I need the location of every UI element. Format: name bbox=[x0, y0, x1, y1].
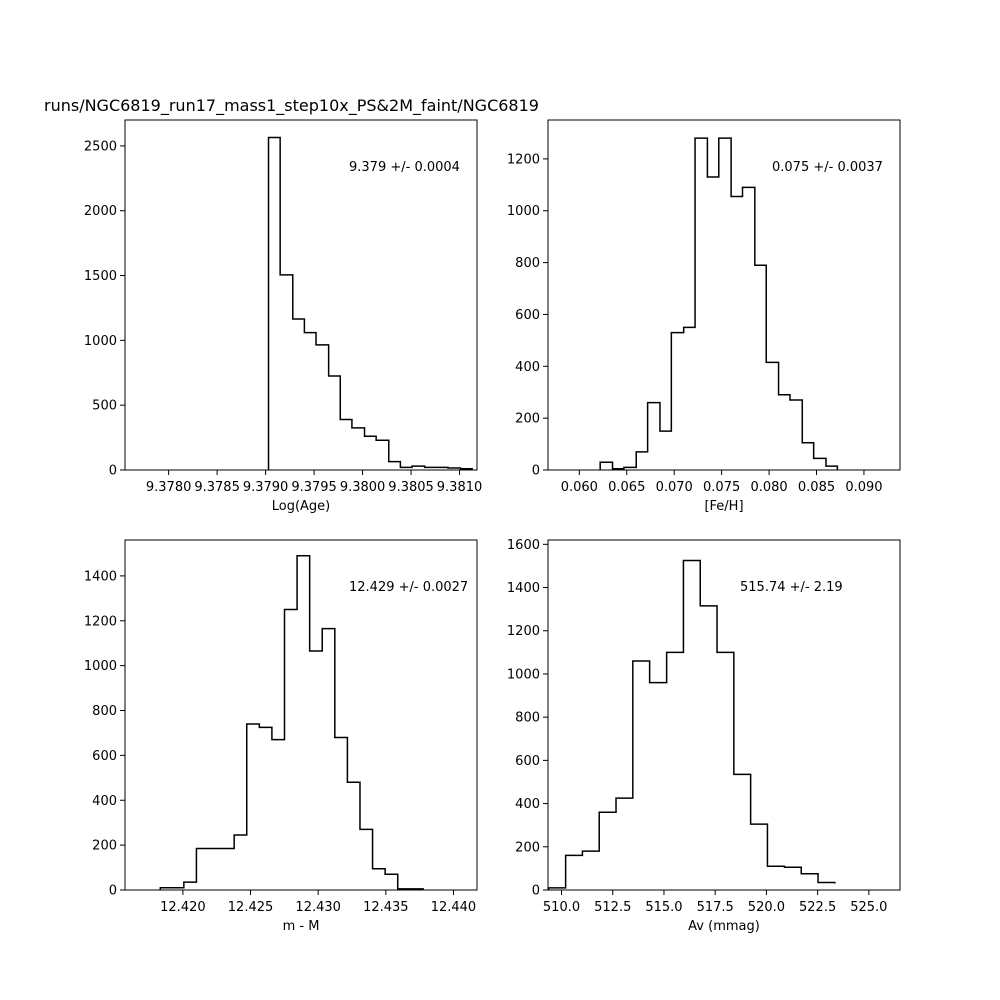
y-tick-label: 1500 bbox=[84, 269, 117, 284]
y-tick-label: 1000 bbox=[84, 659, 117, 674]
y-tick-label: 500 bbox=[92, 399, 117, 414]
y-tick-label: 600 bbox=[515, 754, 540, 769]
y-tick-label: 800 bbox=[92, 704, 117, 719]
y-tick-label: 1400 bbox=[507, 581, 540, 596]
x-tick-label: 9.3795 bbox=[291, 480, 337, 495]
y-tick-label: 800 bbox=[515, 711, 540, 726]
x-tick-label: 9.3790 bbox=[243, 480, 289, 495]
y-tick-label: 400 bbox=[515, 797, 540, 812]
y-tick-label: 1200 bbox=[507, 624, 540, 639]
x-axis-label: Log(Age) bbox=[272, 499, 331, 514]
y-tick-label: 0 bbox=[109, 884, 117, 899]
x-tick-label: 0.080 bbox=[750, 480, 787, 495]
panels: 9.3780 9.3785 9.3790 9.3795 9.3800 9.3805 9.38… bbox=[84, 119, 901, 934]
x-tick-label: 510.0 bbox=[543, 900, 580, 915]
x-axis-label: [Fe/H] bbox=[704, 499, 743, 514]
histogram-panel-1: 9.3780 9.3785 9.3790 9.3795 9.3800 9.3805 9.38… bbox=[84, 119, 483, 514]
y-tick-label: 400 bbox=[515, 360, 540, 375]
x-tick-label: 0.060 bbox=[561, 480, 598, 495]
y-tick-label: 2500 bbox=[84, 139, 117, 154]
x-tick-label: 12.440 bbox=[431, 900, 477, 915]
y-tick-label: 1000 bbox=[507, 667, 540, 682]
stat-annotation: 515.74 +/- 2.19 bbox=[740, 580, 843, 595]
x-tick-label: 9.3800 bbox=[340, 480, 386, 495]
x-tick-label: 0.065 bbox=[608, 480, 645, 495]
y-tick-label: 1400 bbox=[84, 569, 117, 584]
x-axis-label: m - M bbox=[283, 919, 320, 934]
x-tick-label: 12.425 bbox=[228, 900, 274, 915]
histogram-panel-4: 510.0 512.5 515.0 517.5 520.0 522.5 525.0 0 200 4… bbox=[507, 538, 901, 934]
x-tick-label: 0.085 bbox=[798, 480, 835, 495]
axes-frame bbox=[124, 539, 478, 891]
y-tick-label: 200 bbox=[92, 839, 117, 854]
x-tick-label: 0.090 bbox=[845, 480, 882, 495]
x-tick-label: 0.075 bbox=[703, 480, 740, 495]
stat-annotation: 9.379 +/- 0.0004 bbox=[349, 160, 460, 175]
histogram-step-line bbox=[159, 554, 424, 890]
y-tick-label: 600 bbox=[515, 308, 540, 323]
x-tick-label: 9.3805 bbox=[388, 480, 434, 495]
x-tick-label: 520.0 bbox=[748, 900, 785, 915]
y-tick-label: 0 bbox=[532, 464, 540, 479]
y-tick-label: 2000 bbox=[84, 204, 117, 219]
y-tick-label: 1200 bbox=[84, 614, 117, 629]
y-tick-label: 400 bbox=[92, 794, 117, 809]
axes-frame bbox=[547, 539, 901, 891]
histogram-step-line bbox=[267, 136, 473, 470]
histogram-step-line bbox=[547, 559, 836, 890]
x-tick-label: 525.0 bbox=[850, 900, 887, 915]
figure-title: runs/NGC6819_run17_mass1_step10x_PS&2M_f… bbox=[44, 96, 539, 116]
y-tick-label: 1000 bbox=[507, 204, 540, 219]
y-tick-label: 0 bbox=[109, 464, 117, 479]
y-tick-label: 1600 bbox=[507, 538, 540, 553]
y-tick-label: 200 bbox=[515, 840, 540, 855]
histogram-step-line bbox=[599, 137, 839, 470]
x-axis-label: Av (mmag) bbox=[688, 919, 760, 934]
y-tick-label: 0 bbox=[532, 884, 540, 899]
x-tick-label: 512.5 bbox=[594, 900, 631, 915]
x-tick-label: 12.435 bbox=[363, 900, 409, 915]
x-tick-label: 12.430 bbox=[295, 900, 341, 915]
y-tick-label: 800 bbox=[515, 256, 540, 271]
x-tick-label: 517.5 bbox=[697, 900, 734, 915]
x-tick-label: 9.3785 bbox=[194, 480, 240, 495]
x-tick-label: 9.3810 bbox=[437, 480, 483, 495]
axes-frame bbox=[124, 119, 478, 471]
y-tick-label: 1200 bbox=[507, 152, 540, 167]
x-tick-label: 12.420 bbox=[160, 900, 206, 915]
axes-frame bbox=[547, 119, 901, 471]
stat-annotation: 12.429 +/- 0.0027 bbox=[349, 580, 468, 595]
x-tick-label: 522.5 bbox=[799, 900, 836, 915]
y-tick-label: 1000 bbox=[84, 334, 117, 349]
histogram-panel-3: 12.420 12.425 12.430 12.435 12.440 0 200 400 600… bbox=[84, 539, 478, 934]
stat-annotation: 0.075 +/- 0.0037 bbox=[772, 160, 883, 175]
histogram-panel-2: 0.060 0.065 0.070 0.075 0.080 0.085 0.090 0 200 4… bbox=[507, 119, 901, 514]
x-tick-label: 515.0 bbox=[645, 900, 682, 915]
x-tick-label: 0.070 bbox=[656, 480, 693, 495]
y-tick-label: 200 bbox=[515, 412, 540, 427]
x-tick-label: 9.3780 bbox=[146, 480, 192, 495]
y-tick-label: 600 bbox=[92, 749, 117, 764]
